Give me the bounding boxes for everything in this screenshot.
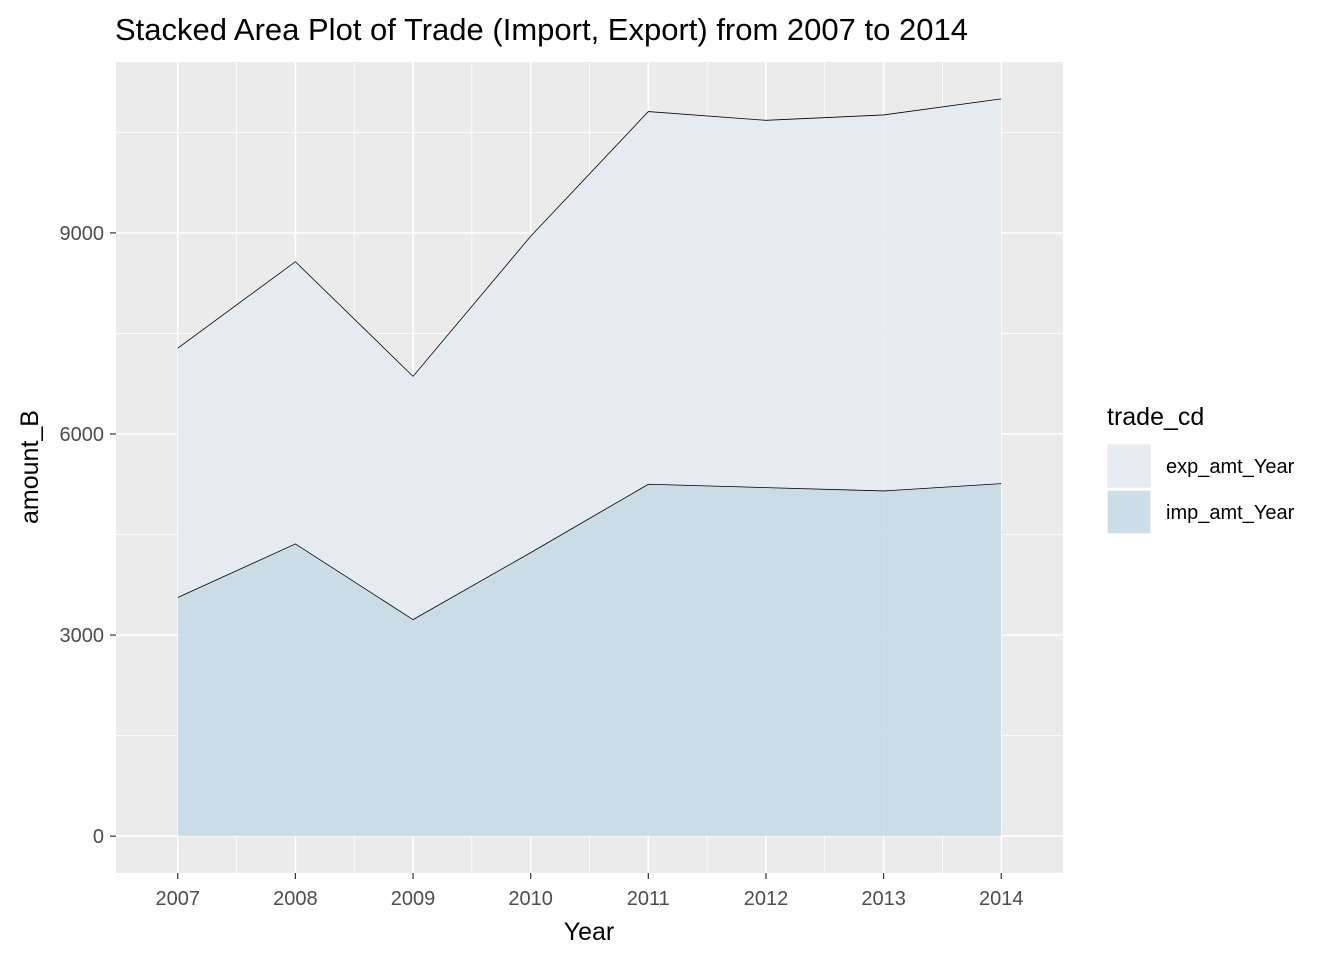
legend-items: exp_amt_Year imp_amt_Year (1107, 444, 1295, 534)
y-tick-label: 6000 (60, 424, 105, 446)
chart-title: Stacked Area Plot of Trade (Import, Expo… (115, 12, 968, 47)
x-tick-label: 2008 (273, 888, 318, 910)
y-tick-label: 3000 (60, 625, 105, 647)
legend-title: trade_cd (1107, 403, 1204, 431)
x-tick-label: 2010 (508, 888, 553, 910)
x-axis-title: Year (564, 918, 615, 946)
area-outlines (177, 98, 1002, 621)
area-series (177, 98, 1002, 837)
x-tick-label: 2009 (391, 888, 436, 910)
x-tick-label: 2011 (627, 888, 670, 910)
x-axis-ticks: 2007 2008 2009 2010 2011 2012 2013 2014 (156, 873, 1024, 910)
legend-label-imp_amt_Year: imp_amt_Year (1166, 502, 1295, 524)
y-axis-ticks: 0 3000 6000 9000 (60, 223, 116, 848)
area-imp_amt_Year (177, 483, 1002, 837)
legend-label-exp_amt_Year: exp_amt_Year (1166, 456, 1295, 478)
x-tick-label: 2014 (979, 888, 1024, 910)
y-axis-title: amount_B (16, 410, 44, 524)
legend: trade_cd exp_amt_Year imp_amt_Year (1107, 403, 1295, 534)
outline-imp_amt_Year (177, 483, 1002, 621)
outline-exp_amt_Year (177, 98, 1002, 377)
y-tick-label: 9000 (60, 223, 105, 245)
legend-swatch-exp_amt_Year (1108, 445, 1150, 487)
y-tick-label: 0 (93, 826, 104, 848)
area-exp_amt_Year (177, 98, 1002, 620)
x-tick-label: 2012 (744, 888, 789, 910)
legend-swatch-imp_amt_Year (1108, 491, 1150, 533)
x-tick-label: 2007 (156, 888, 201, 910)
x-tick-label: 2013 (861, 888, 906, 910)
